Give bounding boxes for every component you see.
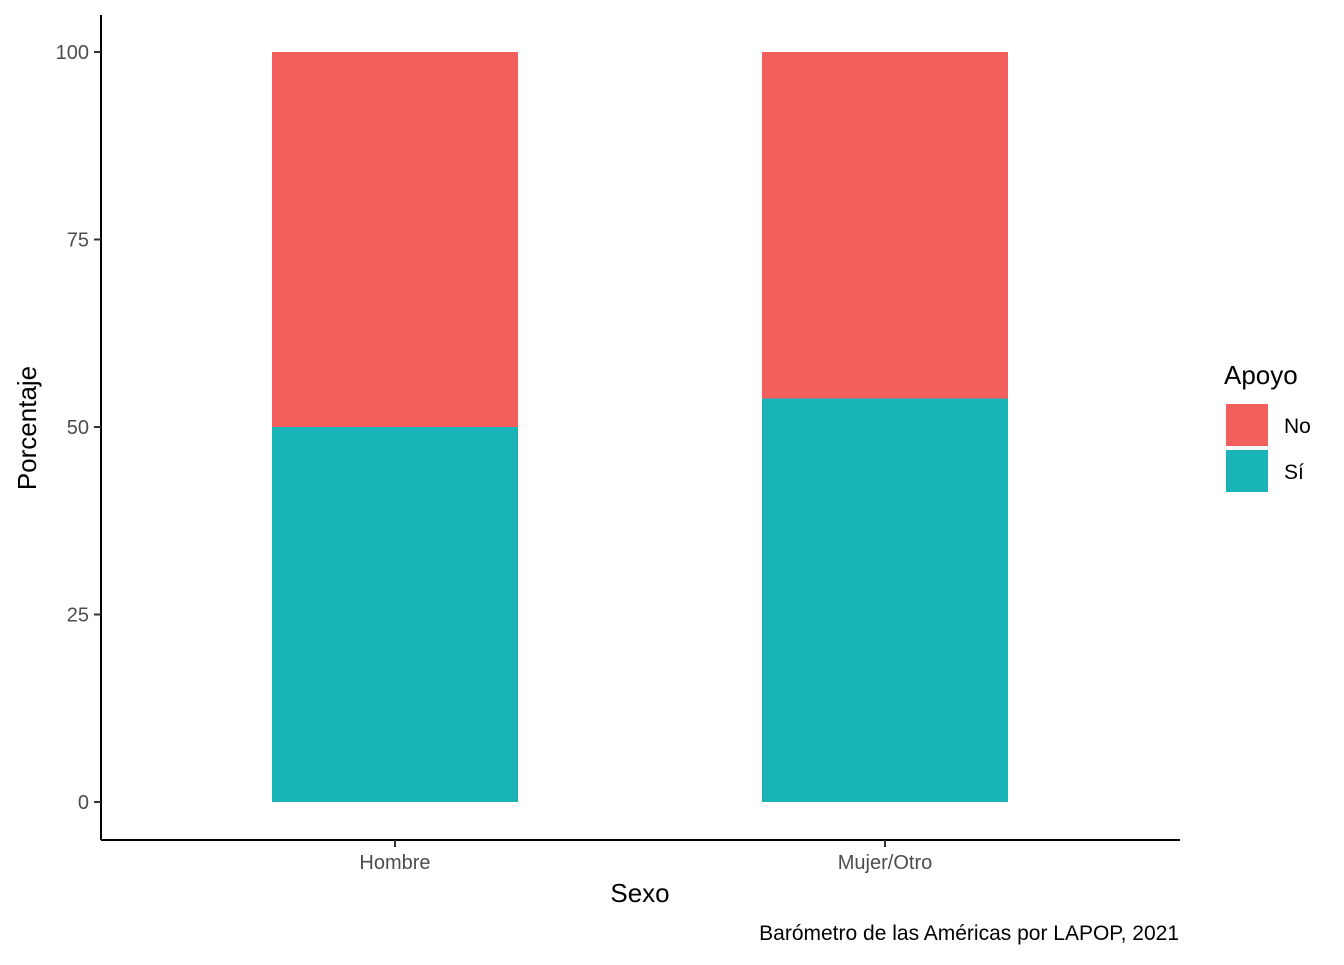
x-ticks-group: Hombre Mujer/Otro — [359, 840, 932, 874]
legend-title: Apoyo — [1224, 360, 1298, 390]
legend-key-1 — [1226, 450, 1268, 492]
legend-label-0: No — [1284, 415, 1311, 438]
x-tick-label: Hombre — [359, 852, 430, 874]
legend: Apoyo No Sí — [1224, 360, 1311, 492]
bar-segment-no-1 — [762, 52, 1008, 399]
y-tick-label: 25 — [67, 605, 89, 627]
axes-group — [100, 15, 1180, 841]
bar-segment-no-0 — [272, 52, 518, 427]
caption: Barómetro de las Américas por LAPOP, 202… — [759, 922, 1179, 945]
bar-segment-si-1 — [762, 398, 1008, 802]
legend-label-1: Sí — [1284, 461, 1304, 484]
y-tick-label: 75 — [67, 230, 89, 252]
x-axis-title: Sexo — [610, 878, 669, 908]
y-ticks-group: 0 25 50 75 100 — [56, 42, 101, 814]
y-tick-label: 50 — [67, 417, 89, 439]
bars-group — [272, 52, 1008, 802]
bar-segment-si-0 — [272, 427, 518, 802]
legend-key-0 — [1226, 404, 1268, 446]
y-axis-title: Porcentaje — [12, 366, 42, 490]
y-tick-label: 100 — [56, 42, 89, 64]
x-tick-label: Mujer/Otro — [838, 852, 932, 874]
y-tick-label: 0 — [78, 792, 89, 814]
